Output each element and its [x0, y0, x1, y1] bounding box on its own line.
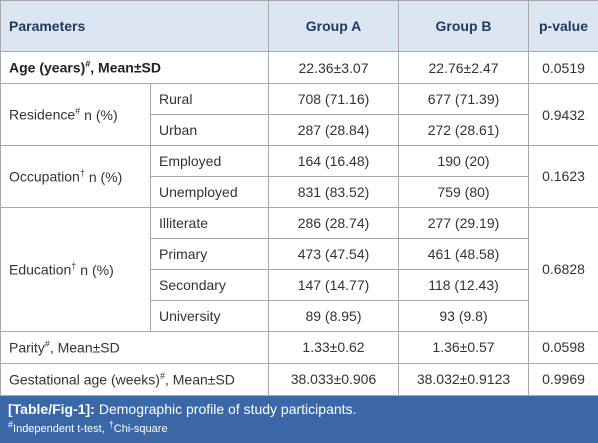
parameter-mark: # [85, 59, 91, 70]
sub-label: Primary [150, 237, 269, 270]
header-row: Parameters Group A Group B p-value [0, 0, 598, 52]
group-a-cell: 22.36±3.07 [268, 50, 399, 85]
footnote-mark: † [108, 419, 114, 429]
table-row: Education† n (%) Illiterate 286 (28.74) 277 … [0, 206, 598, 332]
table-row: Urban 287 (28.84) 272 (28.61) [1, 114, 598, 147]
group-a-cell: 89 (8.95) [268, 299, 399, 332]
p-value-cell: 0.1623 [528, 145, 598, 208]
sub-label: Employed [150, 145, 269, 177]
sub-label: Unemployed [150, 175, 269, 208]
parameter-mark: † [79, 168, 85, 179]
group-a-cell: 473 (47.54) [268, 237, 399, 270]
table-row: Parity#, Mean±SD 1.33±0.62 1.36±0.57 0.0598 [0, 330, 598, 364]
parameter-text: Parity [9, 339, 45, 356]
footnote-mark: # [8, 419, 14, 429]
parameter-rest: , Mean±SD [90, 59, 161, 76]
group-b-cell: 22.76±2.47 [398, 50, 529, 85]
group-a-cell: 147 (14.77) [268, 268, 399, 301]
group-b-cell: 277 (29.19) [398, 206, 529, 239]
group-b-cell: 1.36±0.57 [398, 330, 529, 364]
p-value-cell: 0.9969 [528, 362, 598, 397]
group-b-cell: 38.032±0.9123 [398, 362, 529, 397]
table-row: University 89 (8.95) 93 (9.8) [1, 299, 598, 332]
parameter-cell: Gestational age (weeks)#, Mean±SD [0, 362, 269, 397]
group-b-cell: 272 (28.61) [398, 114, 529, 147]
table-row: Occupation† n (%) Employed 164 (16.48) 190 (… [0, 145, 598, 208]
footnote-text: Chi-square [113, 422, 168, 435]
parameter-text: Residence [9, 106, 76, 123]
group-b-cell: 190 (20) [398, 145, 529, 177]
footnote: #Independent t-test, †Chi-square [8, 419, 590, 435]
parameter-mark: # [75, 106, 81, 117]
parameter-mark: # [44, 338, 50, 349]
table-row: Age (years)#, Mean±SD 22.36±3.07 22.76±2.4… [0, 50, 598, 85]
parameter-text: Gestational age (weeks) [9, 371, 160, 388]
table-body: Age (years)#, Mean±SD 22.36±3.07 22.76±2.4… [0, 50, 598, 397]
table-row: Unemployed 831 (83.52) 759 (80) [1, 175, 598, 208]
parameter-rest: n (%) [84, 106, 118, 123]
parameter-text: Education [9, 261, 72, 278]
group-b-cell: 461 (48.58) [398, 237, 529, 270]
sub-label: Urban [150, 114, 269, 147]
parameter-cell: Occupation† n (%) [0, 145, 151, 208]
group-a-cell: 164 (16.48) [268, 145, 399, 177]
p-value-cell: 0.0598 [528, 330, 598, 364]
parameter-cell: Age (years)#, Mean±SD [0, 50, 269, 85]
parameter-rest: n (%) [88, 168, 123, 185]
header-cell: Group A [268, 0, 399, 52]
parameter-rest: , Mean±SD [49, 339, 120, 356]
group-b-cell: 118 (12.43) [398, 268, 529, 301]
parameter-rest: , Mean±SD [164, 371, 235, 388]
table-row: Gestational age (weeks)#, Mean±SD 38.033±… [0, 362, 598, 397]
data-table: Parameters Group A Group B p-value Age (… [0, 0, 598, 397]
table-row: Residence# n (%) Rural 708 (71.16) 677 (71.3… [0, 83, 598, 147]
caption-label: [Table/Fig-1]: [8, 401, 95, 417]
group-a-cell: 287 (28.84) [268, 114, 399, 147]
parameter-cell: Parity#, Mean±SD [0, 330, 269, 364]
group-b-cell: 759 (80) [398, 175, 529, 208]
footnote-item: †Chi-square [109, 419, 168, 435]
group-a-cell: 38.033±0.906 [268, 362, 399, 397]
caption-box: [Table/Fig-1]: Demographic profile of stu… [0, 396, 598, 443]
header-cell: Parameters [0, 0, 269, 52]
parameter-cell: Residence# n (%) [0, 83, 151, 147]
p-value-cell: 0.9432 [528, 83, 598, 147]
header-cell: p-value [528, 0, 598, 52]
parameter-mark: † [71, 260, 77, 271]
parameter-mark: # [159, 371, 165, 382]
parameter-rest: n (%) [80, 261, 114, 278]
footnote-text: Independent t-test, [13, 422, 105, 435]
sub-label: University [150, 299, 269, 332]
footnote-item: #Independent t-test, [8, 419, 105, 435]
parameter-cell: Education† n (%) [0, 206, 151, 332]
parameter-text: Occupation [9, 168, 80, 185]
table-row: Secondary 147 (14.77) 118 (12.43) [1, 268, 598, 301]
header-cell: Group B [398, 0, 529, 52]
parameter-text: Age (years) [9, 59, 86, 76]
group-a-cell: 831 (83.52) [268, 175, 399, 208]
group-b-cell: 93 (9.8) [398, 299, 529, 332]
group-a-cell: 1.33±0.62 [268, 330, 399, 364]
sub-label: Rural [150, 83, 269, 116]
p-value-cell: 0.0519 [528, 50, 598, 85]
group-a-cell: 708 (71.16) [268, 83, 399, 116]
caption: [Table/Fig-1]: Demographic profile of stu… [8, 401, 590, 417]
group-b-cell: 677 (71.39) [398, 83, 529, 116]
table-row: Primary 473 (47.54) 461 (48.58) [1, 237, 598, 270]
p-value-cell: 0.6828 [528, 206, 598, 332]
sub-label: Secondary [150, 268, 269, 301]
caption-text: Demographic profile of study participant… [98, 401, 357, 417]
group-a-cell: 286 (28.74) [268, 206, 399, 239]
sub-label: Illiterate [150, 206, 269, 239]
